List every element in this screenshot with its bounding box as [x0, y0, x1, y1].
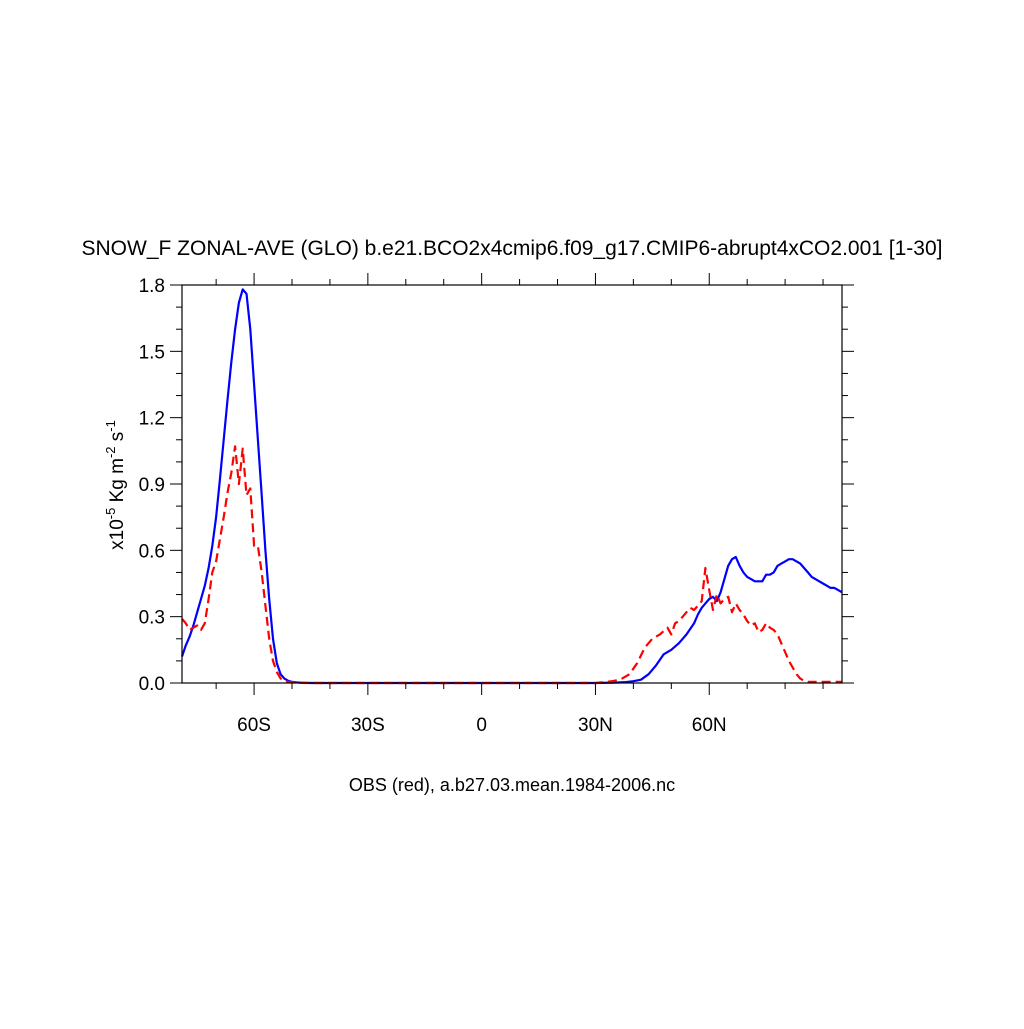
series-layer: [180, 288, 843, 685]
y-axis-label: x10-5 Kg m-2 s-1: [103, 420, 128, 550]
y-tick-label-4: 1.2: [139, 409, 165, 430]
y-axis-label-prefix: x10: [107, 519, 128, 550]
svg-text:x10-5 Kg m-2 s-1: x10-5 Kg m-2 s-1: [103, 420, 128, 550]
x-tick-label-3: 30N: [578, 715, 613, 736]
x-axis-label: OBS (red), a.b27.03.mean.1984-2006.nc: [349, 775, 675, 795]
x-tick-label-1: 30S: [351, 715, 385, 736]
y-axis-label-exp1: -5: [103, 508, 118, 520]
series-line-1: [181, 445, 842, 685]
ticks-layer: 0.0 0.3 0.6 0.9 1.2 1.5 1.8 60S 30S 0 30N 60N: [139, 273, 854, 736]
y-tick-label-0: 0.0: [139, 674, 165, 695]
x-tick-label-4: 60N: [692, 715, 727, 736]
y-tick-label-3: 0.9: [139, 475, 165, 496]
y-axis-label-exp3: -1: [103, 420, 118, 432]
y-tick-label-2: 0.6: [139, 541, 165, 562]
y-axis-label-exp2: -2: [103, 446, 118, 458]
y-tick-label-6: 1.8: [139, 276, 165, 297]
x-tick-label-0: 60S: [237, 715, 271, 736]
y-tick-label-1: 0.3: [139, 608, 165, 629]
chart-title: SNOW_F ZONAL-AVE (GLO) b.e21.BCO2x4cmip6…: [82, 237, 943, 260]
series-line-0: [180, 288, 843, 685]
x-tick-label-2: 0: [476, 715, 487, 736]
y-axis-label-mid2: s: [107, 432, 128, 447]
y-axis-label-mid: Kg m: [107, 458, 128, 508]
plot-frame: [181, 284, 843, 684]
y-tick-label-5: 1.5: [139, 342, 165, 363]
